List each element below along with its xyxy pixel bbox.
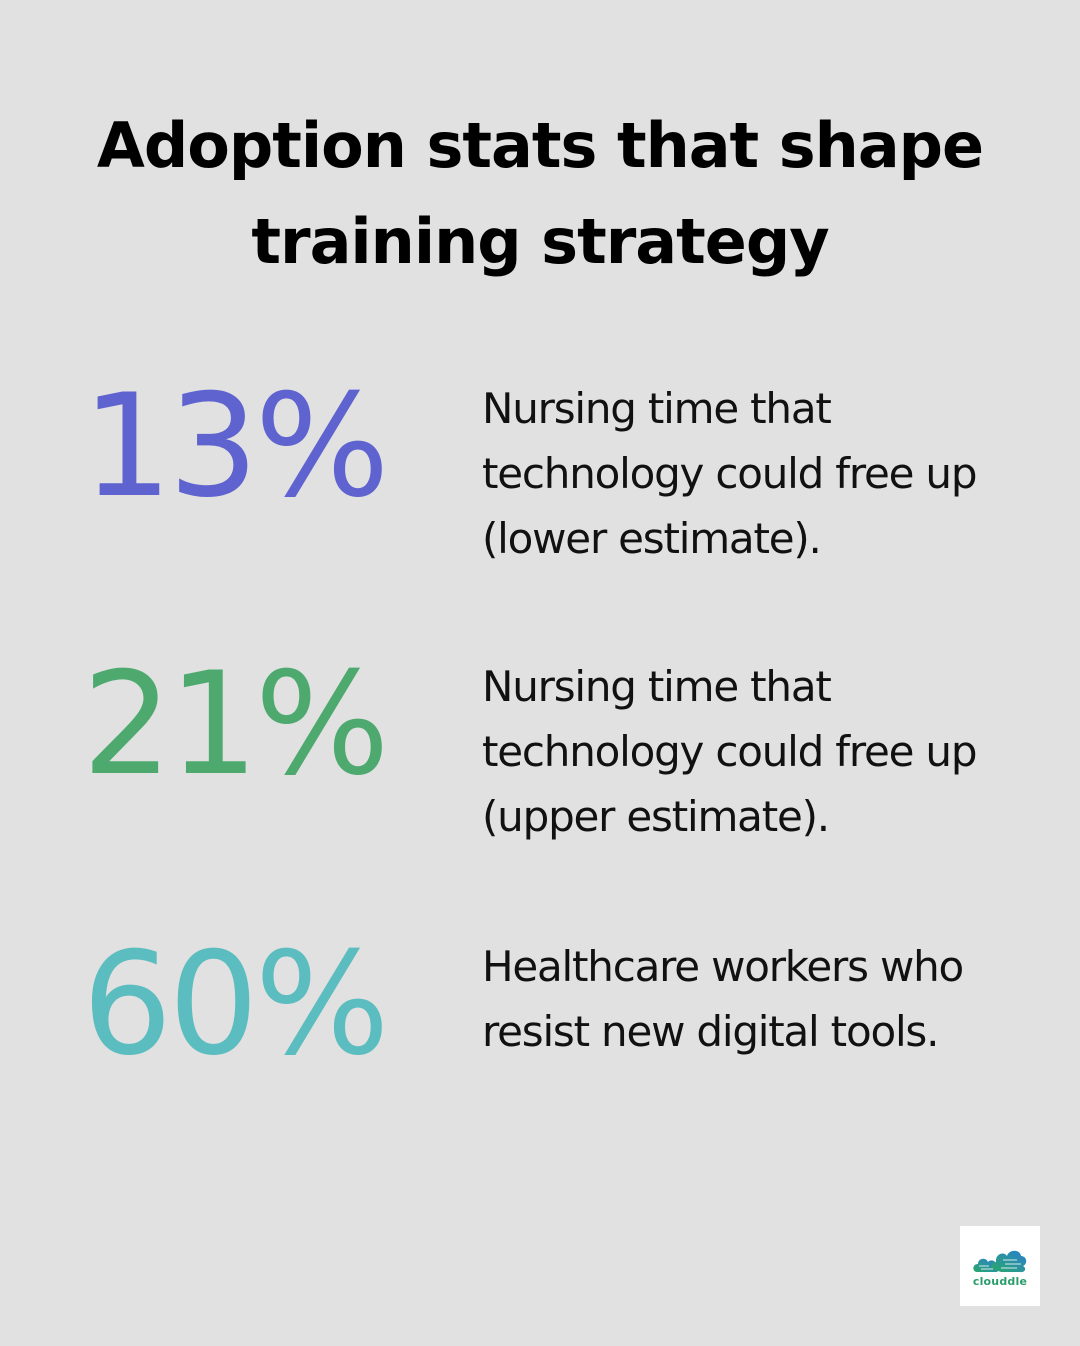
stat-value: 21% [82,642,390,807]
stat-description: Healthcare workers who resist new digita… [482,942,964,1056]
stat-description: Nursing time that technology could free … [482,384,977,563]
stat-value: 60% [82,922,390,1087]
cloud-icon [971,1244,1029,1274]
stat-item-upper-estimate: 21% Nursing time that technology could f… [0,650,1080,870]
brand-name: clouddle [972,1275,1028,1288]
stat-item-resist-digital-tools: 60% Healthcare workers who resist new di… [0,930,1080,1150]
brand-logo: clouddle [960,1226,1040,1306]
stat-description: Nursing time that technology could free … [482,662,977,841]
page-title: Adoption stats that shape training strat… [96,109,984,278]
stat-item-lower-estimate: 13% Nursing time that technology could f… [0,372,1080,592]
stat-value: 13% [82,364,390,529]
